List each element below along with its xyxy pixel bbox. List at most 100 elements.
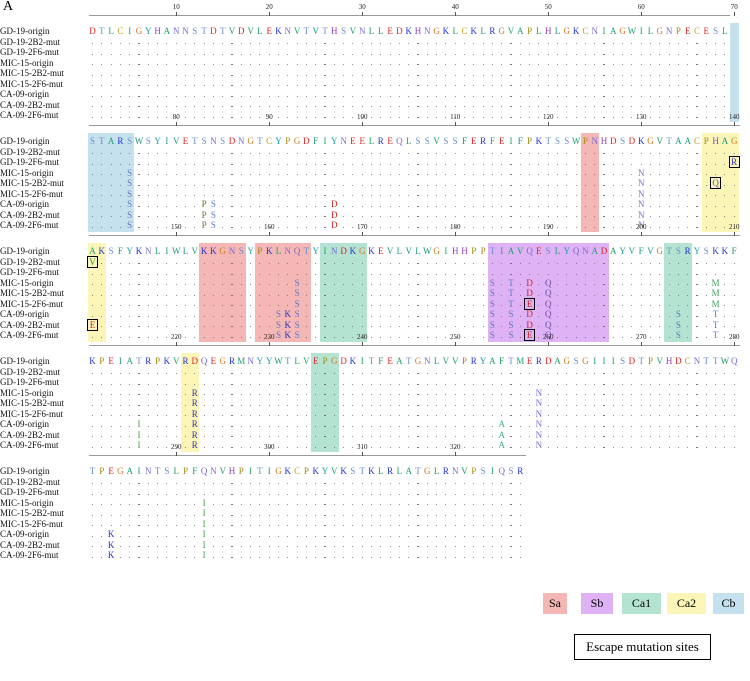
identical-residue-dot <box>482 535 484 537</box>
identical-residue-dot <box>361 556 363 558</box>
reference-residue: S <box>443 136 449 146</box>
identical-residue-dot <box>119 504 121 506</box>
identical-residue-dot <box>501 263 503 265</box>
identical-residue-dot <box>668 216 670 218</box>
identical-residue-dot <box>352 415 354 417</box>
identical-residue-dot <box>287 404 289 406</box>
identical-residue-dot <box>603 436 605 438</box>
identical-residue-dot <box>287 95 289 97</box>
identical-residue-dot <box>389 394 391 396</box>
reference-residue: M <box>237 356 246 366</box>
sequence-name: MIC-15-2F6-mut <box>0 78 63 89</box>
identical-residue-dot <box>417 53 419 55</box>
identical-residue-dot <box>454 163 456 165</box>
identical-residue-dot <box>436 446 438 448</box>
identical-residue-dot <box>370 95 373 97</box>
identical-residue-dot <box>110 493 112 495</box>
identical-residue-dot <box>640 305 642 307</box>
identical-residue-dot <box>110 326 112 328</box>
ruler-number: 150 <box>170 223 182 231</box>
identical-residue-dot <box>482 205 484 207</box>
identical-residue-dot <box>398 315 400 317</box>
identical-residue-dot <box>463 205 466 207</box>
identical-residue-dot <box>101 425 103 427</box>
identical-residue-dot <box>370 425 373 427</box>
reference-residue: S <box>424 136 430 146</box>
identical-residue-dot <box>445 483 447 485</box>
identical-residue-dot <box>529 163 531 165</box>
identical-residue-dot <box>380 504 382 506</box>
identical-residue-dot <box>389 53 391 55</box>
identical-residue-dot <box>212 174 214 176</box>
reference-residue: Y <box>619 246 626 256</box>
identical-residue-dot <box>110 174 112 176</box>
identical-residue-dot <box>203 493 205 495</box>
identical-residue-dot <box>584 116 586 118</box>
identical-residue-dot <box>250 446 252 448</box>
identical-residue-dot <box>454 525 456 527</box>
identical-residue-dot <box>622 315 624 317</box>
identical-residue-dot <box>147 205 149 207</box>
reference-residue: I <box>118 356 122 366</box>
identical-residue-dot <box>705 446 707 448</box>
identical-residue-dot <box>640 116 642 118</box>
identical-residue-dot <box>556 163 559 165</box>
reference-residue: G <box>358 246 366 256</box>
identical-residue-dot <box>482 216 484 218</box>
identical-residue-dot <box>101 556 103 558</box>
sequence-name: MIC-15-2F6-mut <box>0 408 63 419</box>
mutated-residue: D <box>331 199 338 209</box>
identical-residue-dot <box>194 106 196 108</box>
identical-residue-dot <box>566 273 568 275</box>
identical-residue-dot <box>398 53 400 55</box>
identical-residue-dot <box>166 446 168 448</box>
identical-residue-dot <box>473 174 475 176</box>
identical-residue-dot <box>315 415 317 417</box>
identical-residue-dot <box>556 336 559 338</box>
identical-residue-dot <box>259 216 261 218</box>
reference-residue: D <box>600 246 608 256</box>
ruler-tick <box>269 12 271 16</box>
mutated-residue: D <box>526 309 533 319</box>
identical-residue-dot <box>482 74 484 76</box>
identical-residue-dot <box>250 336 252 338</box>
identical-residue-dot <box>631 64 633 66</box>
identical-residue-dot <box>640 425 642 427</box>
reference-residue: Q <box>498 466 505 476</box>
identical-residue-dot <box>575 273 577 275</box>
identical-residue-dot <box>668 64 670 66</box>
identical-residue-dot <box>250 546 252 548</box>
identical-residue-dot <box>417 525 419 527</box>
identical-residue-dot <box>705 425 707 427</box>
identical-residue-dot <box>640 95 642 97</box>
identical-residue-dot <box>194 153 196 155</box>
identical-residue-dot <box>696 184 698 186</box>
identical-residue-dot <box>250 85 252 87</box>
identical-residue-dot <box>129 153 131 155</box>
identical-residue-dot <box>203 436 205 438</box>
identical-residue-dot <box>380 326 382 328</box>
reference-residue: S <box>620 356 626 366</box>
identical-residue-dot <box>687 305 689 307</box>
identical-residue-dot <box>482 483 484 485</box>
identical-residue-dot <box>380 64 382 66</box>
mutated-residue: M <box>711 277 720 288</box>
identical-residue-dot <box>696 425 698 427</box>
identical-residue-dot <box>482 493 484 495</box>
identical-residue-dot <box>250 116 252 118</box>
identical-residue-dot <box>352 116 354 118</box>
identical-residue-dot <box>705 394 707 396</box>
identical-residue-dot <box>212 404 214 406</box>
identical-residue-dot <box>147 95 149 97</box>
identical-residue-dot <box>436 373 438 375</box>
identical-residue-dot <box>584 394 586 396</box>
identical-residue-dot <box>575 106 577 108</box>
identical-residue-dot <box>603 43 605 45</box>
identical-residue-dot <box>287 436 289 438</box>
identical-residue-dot <box>91 85 94 87</box>
identical-residue-dot <box>343 326 345 328</box>
identical-residue-dot <box>250 514 252 516</box>
identical-residue-dot <box>733 436 735 438</box>
identical-residue-dot <box>687 284 689 286</box>
sequence-name: MIC-15-2B2-mut <box>0 178 64 188</box>
